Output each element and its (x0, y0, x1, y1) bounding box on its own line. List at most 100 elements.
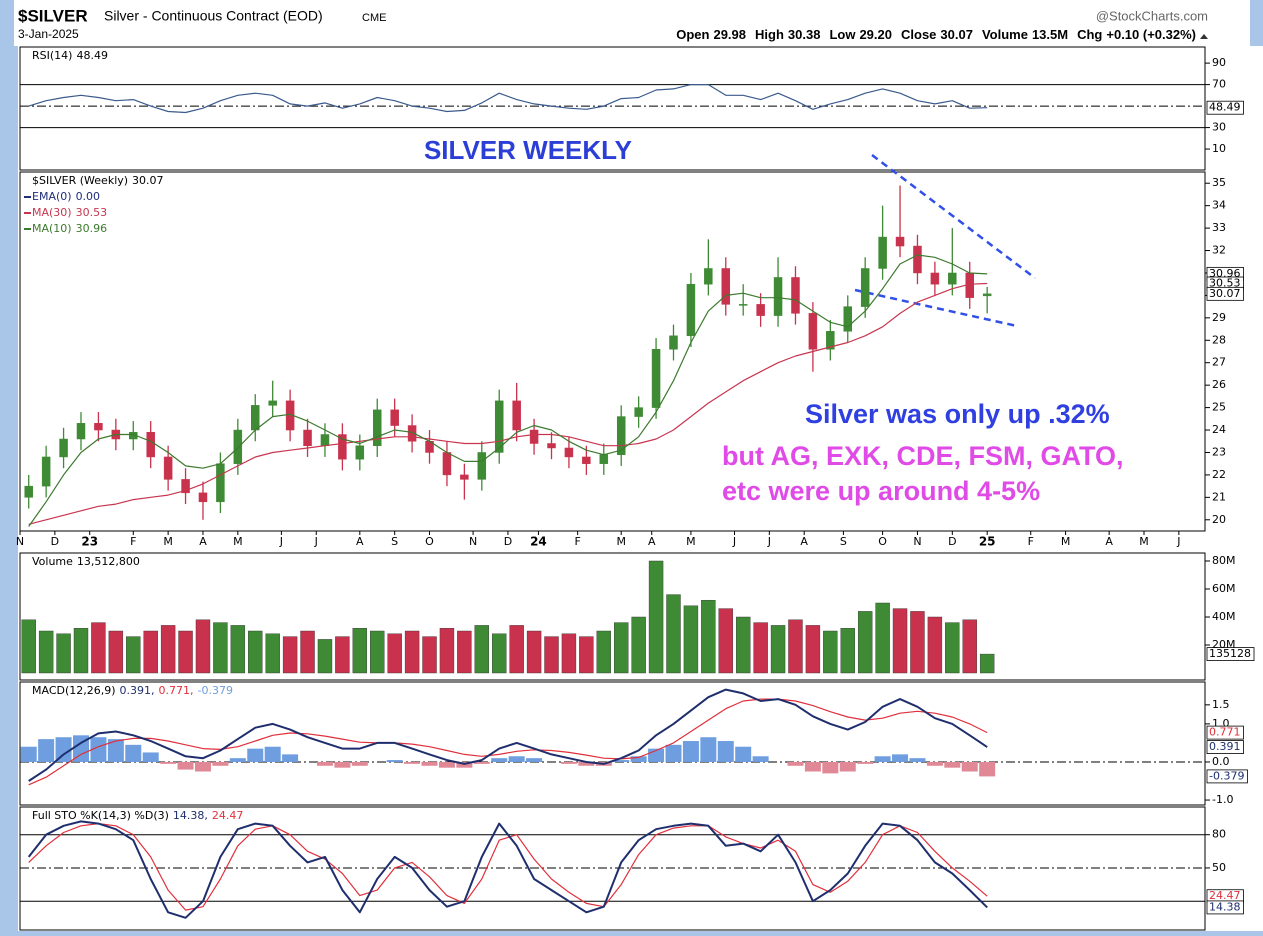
candle-body (303, 429, 312, 446)
macd-panel (19, 681, 1206, 806)
histogram-bar (20, 746, 37, 762)
sto-panel (19, 806, 1206, 931)
y-tick-label: 80M (1212, 554, 1236, 567)
flag-label: 30.53 (1209, 277, 1241, 290)
legend-entry: $SILVER (Weekly) 30.07 (32, 174, 164, 187)
flag-box (1206, 769, 1248, 784)
candle-body (146, 432, 155, 458)
histogram-bar (961, 761, 978, 772)
volume-bar (666, 594, 681, 674)
legend-text: Volume (32, 555, 73, 568)
symbol: $SILVER (18, 6, 88, 25)
candle-body (216, 463, 225, 503)
candle-body (407, 425, 417, 442)
flag-label: -0.379 (1209, 769, 1244, 782)
value-flag: 135128 (1206, 647, 1255, 661)
quote-label: Close (901, 27, 936, 42)
legend-text: $SILVER (Weekly) (32, 174, 128, 187)
legend-entry: EMA(0) 0.00 (32, 190, 100, 203)
volume-bar (614, 622, 629, 674)
x-tick-label: A (199, 535, 207, 548)
candle-body (756, 304, 765, 316)
x-tick-label: J (732, 535, 736, 548)
x-tick-label: A (356, 535, 364, 548)
quote-label: High (755, 27, 784, 42)
volume-bar (404, 630, 420, 674)
volume-bar (38, 630, 54, 674)
candle-body (512, 400, 521, 431)
change-arrow (1200, 34, 1208, 39)
price-panel (19, 171, 1206, 532)
quote-value: 13.5M (1032, 27, 1068, 42)
volume-bar (160, 625, 176, 674)
histogram-bar (491, 758, 508, 762)
flag-label: 48.49 (1209, 101, 1241, 114)
volume-bar (823, 630, 838, 674)
volume-bar (631, 616, 646, 674)
volume-bar (526, 630, 542, 674)
histogram-bar (578, 761, 595, 766)
histogram-bar (212, 761, 229, 766)
flag-box (1206, 100, 1244, 115)
volume-bar (945, 622, 960, 674)
legend-entry: MACD(12,26,9) 0.391, 0.771, -0.379 (32, 684, 233, 697)
candle-body (686, 283, 696, 337)
candle-body (878, 236, 887, 269)
y-tick-label: 80 (1212, 828, 1226, 841)
candle-body (582, 456, 591, 464)
y-tick-label: 70 (1212, 78, 1226, 91)
flag-label: 0.391 (1209, 740, 1241, 753)
trendlines (854, 154, 1036, 328)
candle-body (198, 492, 208, 503)
volume-bar (439, 627, 455, 674)
lower-trendline (854, 288, 1018, 328)
legend-text: 30.07 (132, 174, 164, 187)
x-tick-label: M (1061, 535, 1071, 548)
y-tick-label: -1.0 (1212, 793, 1233, 806)
histogram-bar (909, 758, 926, 762)
candle-body (738, 304, 748, 306)
quote-label: Chg (1077, 27, 1102, 42)
candle-body (808, 313, 818, 350)
x-tick-label: 25 (979, 535, 996, 549)
volume-bar (195, 619, 211, 674)
volume-bar (457, 630, 472, 674)
histogram-bar (264, 746, 281, 762)
volume-bar (875, 602, 890, 674)
volume-bar (317, 639, 333, 674)
volume-bar (753, 622, 768, 674)
candle-body (442, 452, 452, 476)
candle-body (24, 485, 33, 498)
y-tick-label: 60M (1212, 582, 1236, 595)
quote-label: Open (676, 27, 709, 42)
legend-entry: Volume 13,512,800 (32, 555, 140, 568)
histogram-bar (822, 761, 839, 774)
volume-bar (805, 625, 821, 674)
histogram-bar (700, 737, 717, 762)
x-tick-label: N (913, 535, 921, 548)
histogram-bar (386, 760, 403, 762)
histogram-bar (752, 756, 769, 762)
flag-box (1206, 286, 1244, 301)
candle-body (59, 438, 68, 458)
histogram-bar (473, 761, 490, 764)
histogram-bar (717, 741, 734, 762)
x-tick-label: F (130, 535, 136, 548)
y-tick-label: 34 (1212, 199, 1226, 212)
candle-body (634, 407, 643, 417)
candle-body (721, 268, 731, 305)
value-flag: 30.07 (1206, 286, 1244, 301)
x-tick-label: M (616, 535, 626, 548)
candle-body (791, 277, 800, 314)
volume-bar (21, 619, 36, 674)
candle-body (651, 349, 661, 408)
histogram-bar (247, 748, 264, 762)
value-flag: 24.47 (1206, 889, 1244, 904)
indicator-line (27, 820, 988, 919)
candle-body (773, 277, 783, 316)
candle-body (460, 474, 469, 480)
y-tick-label: 10 (1212, 142, 1226, 155)
histogram-bar (229, 758, 246, 762)
value-flag: 14.38 (1206, 900, 1244, 915)
volume-bar (492, 633, 507, 674)
